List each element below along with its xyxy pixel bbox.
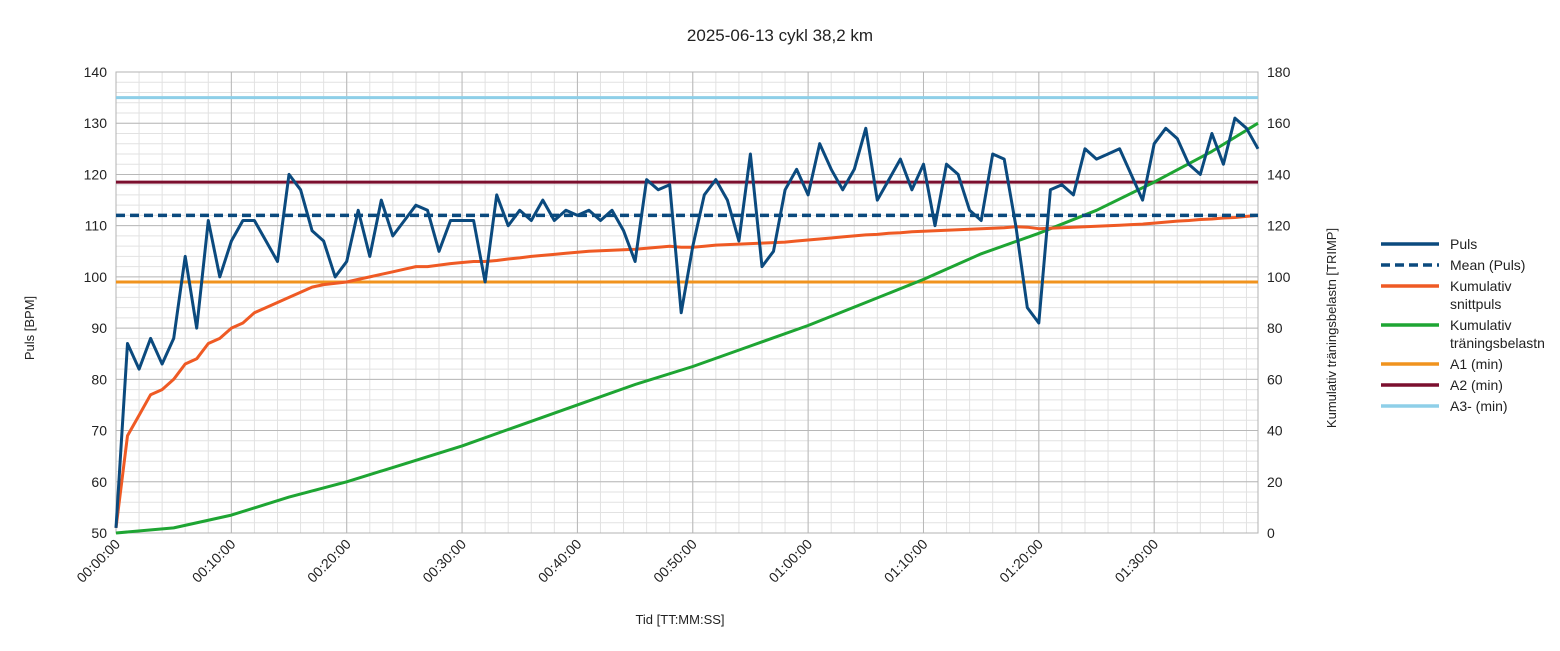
y-tick-label: 70 (91, 423, 107, 439)
y2-tick-label: 60 (1267, 371, 1283, 387)
series-line-trimp (115, 121, 1259, 535)
legend-label: Kumulativ (1450, 278, 1511, 294)
y2-tick-label: 120 (1267, 218, 1291, 234)
x-tick-label: 00:40:00 (535, 536, 585, 586)
x-tick-label: 01:10:00 (881, 536, 931, 586)
y2-axis-label: Kumulativ träningsbelastn [TRIMP] (1324, 228, 1339, 428)
legend-label-line2: snittpuls (1450, 296, 1501, 312)
legend-label: A2 (min) (1450, 377, 1503, 393)
y2-tick-label: 80 (1267, 320, 1283, 336)
y2-tick-label: 100 (1267, 269, 1291, 285)
y-tick-label: 90 (91, 320, 107, 336)
y2-tick-label: 20 (1267, 474, 1283, 490)
legend-item: Puls (1381, 236, 1477, 252)
x-tick-label: 00:10:00 (189, 536, 239, 586)
legend-label: Kumulativ (1450, 317, 1511, 333)
y-tick-label: 130 (84, 115, 108, 131)
x-tick-label: 00:50:00 (650, 536, 700, 586)
x-tick-label: 01:30:00 (1111, 536, 1161, 586)
grid (115, 71, 1258, 534)
y-axis-label: Puls [BPM] (22, 296, 37, 360)
y-tick-label: 60 (91, 474, 107, 490)
y2-tick-label: 0 (1267, 525, 1275, 541)
y2-tick-label: 40 (1267, 423, 1283, 439)
x-tick-label: 00:30:00 (419, 536, 469, 586)
series-line-puls (114, 116, 1260, 528)
chart-title: 2025-06-13 cykl 38,2 km (687, 26, 873, 45)
x-tick-label: 00:00:00 (73, 536, 123, 586)
plot-frame (115, 71, 1259, 534)
y2-tick-label: 140 (1267, 166, 1291, 182)
legend-label: A1 (min) (1450, 356, 1503, 372)
y-tick-label: 80 (91, 371, 107, 387)
legend-item: A3- (min) (1381, 398, 1508, 414)
y2-tick-label: 160 (1267, 115, 1291, 131)
legend-item: Kumulativ träningsbelastn (1381, 317, 1545, 351)
x-tick-label: 01:00:00 (765, 536, 815, 586)
series-layer (114, 96, 1260, 535)
legend-item: A1 (min) (1381, 356, 1503, 372)
x-tick-label: 00:20:00 (304, 536, 354, 586)
x-axis-label: Tid [TT:MM:SS] (635, 612, 724, 627)
legend-item: Kumulativ snittpuls (1381, 278, 1511, 312)
y-tick-label: 140 (84, 64, 108, 80)
plot-area (116, 72, 1258, 533)
legend-label: Puls (1450, 236, 1477, 252)
legend-label: Mean (Puls) (1450, 257, 1525, 273)
y-tick-label: 110 (85, 218, 108, 234)
legend-item: Mean (Puls) (1381, 257, 1525, 273)
legend-label: A3- (min) (1450, 398, 1508, 414)
legend-item: A2 (min) (1381, 377, 1503, 393)
x-tick-label: 01:20:00 (996, 536, 1046, 586)
y-tick-label: 50 (91, 525, 107, 541)
y-tick-label: 120 (84, 166, 108, 182)
legend-label-line2: träningsbelastn (1450, 335, 1545, 351)
y-tick-label: 100 (84, 269, 108, 285)
y2-tick-label: 180 (1267, 64, 1291, 80)
